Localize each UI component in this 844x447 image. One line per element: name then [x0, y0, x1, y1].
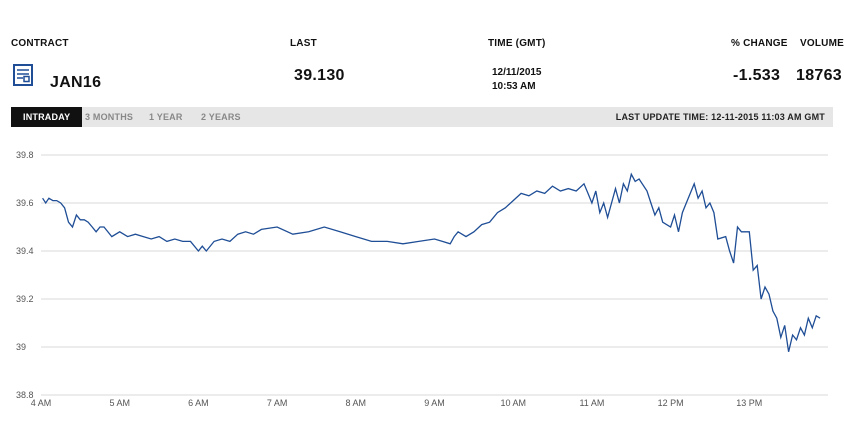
last-header: LAST [290, 38, 317, 49]
chart-grid [41, 154, 828, 396]
range-tab-bar: INTRADAY 3 MONTHS 1 YEAR 2 YEARS LAST UP… [11, 107, 833, 127]
y-axis-ticks: 38.8 39 39.2 39.4 39.6 39.8 [16, 150, 34, 400]
pct-change-header: % CHANGE [731, 38, 788, 49]
intraday-price-chart: 38.8 39 39.2 39.4 39.6 39.8 4 AM 5 AM 6 AM 7 AM 8… [16, 150, 828, 408]
x-axis-ticks: 4 AM 5 AM 6 AM 7 AM 8 AM 9 AM 10 AM 11 AM 12 PM 1… [31, 398, 763, 408]
x-tick-label: 7 AM [267, 398, 288, 408]
x-tick-label: 5 AM [109, 398, 130, 408]
trade-time: 10:53 AM [492, 81, 536, 92]
x-tick-label: 10 AM [500, 398, 526, 408]
volume-value: 18763 [796, 67, 842, 84]
y-tick-label: 39.8 [16, 150, 34, 160]
trade-date: 12/11/2015 [492, 67, 542, 78]
contract-header: CONTRACT [11, 38, 69, 49]
volume-header: VOLUME [800, 38, 844, 49]
x-tick-label: 9 AM [424, 398, 445, 408]
y-tick-label: 39.2 [16, 294, 34, 304]
tab-1-year[interactable]: 1 YEAR [149, 112, 183, 122]
pct-change-value: -1.533 [733, 67, 781, 84]
x-tick-label: 11 AM [579, 398, 604, 408]
x-tick-label: 12 PM [658, 398, 684, 408]
y-tick-label: 38.8 [16, 390, 34, 400]
x-tick-label: 6 AM [188, 398, 209, 408]
tab-3-months[interactable]: 3 MONTHS [85, 112, 134, 122]
contract-value[interactable]: JAN16 [50, 74, 102, 91]
last-update-time: LAST UPDATE TIME: 12-11-2015 11:03 AM GM… [615, 112, 825, 122]
y-tick-label: 39 [16, 342, 26, 352]
contract-spec-icon[interactable] [13, 64, 33, 86]
last-price: 39.130 [294, 67, 345, 84]
tab-intraday[interactable]: INTRADAY [11, 107, 83, 127]
price-series-line [42, 172, 821, 352]
y-tick-label: 39.6 [16, 198, 34, 208]
y-tick-label: 39.4 [16, 246, 34, 256]
x-tick-label: 8 AM [346, 398, 367, 408]
x-tick-label: 4 AM [31, 398, 52, 408]
x-tick-label: 13 PM [736, 398, 762, 408]
time-header: TIME (GMT) [488, 38, 546, 49]
tab-2-years[interactable]: 2 YEARS [201, 112, 241, 122]
